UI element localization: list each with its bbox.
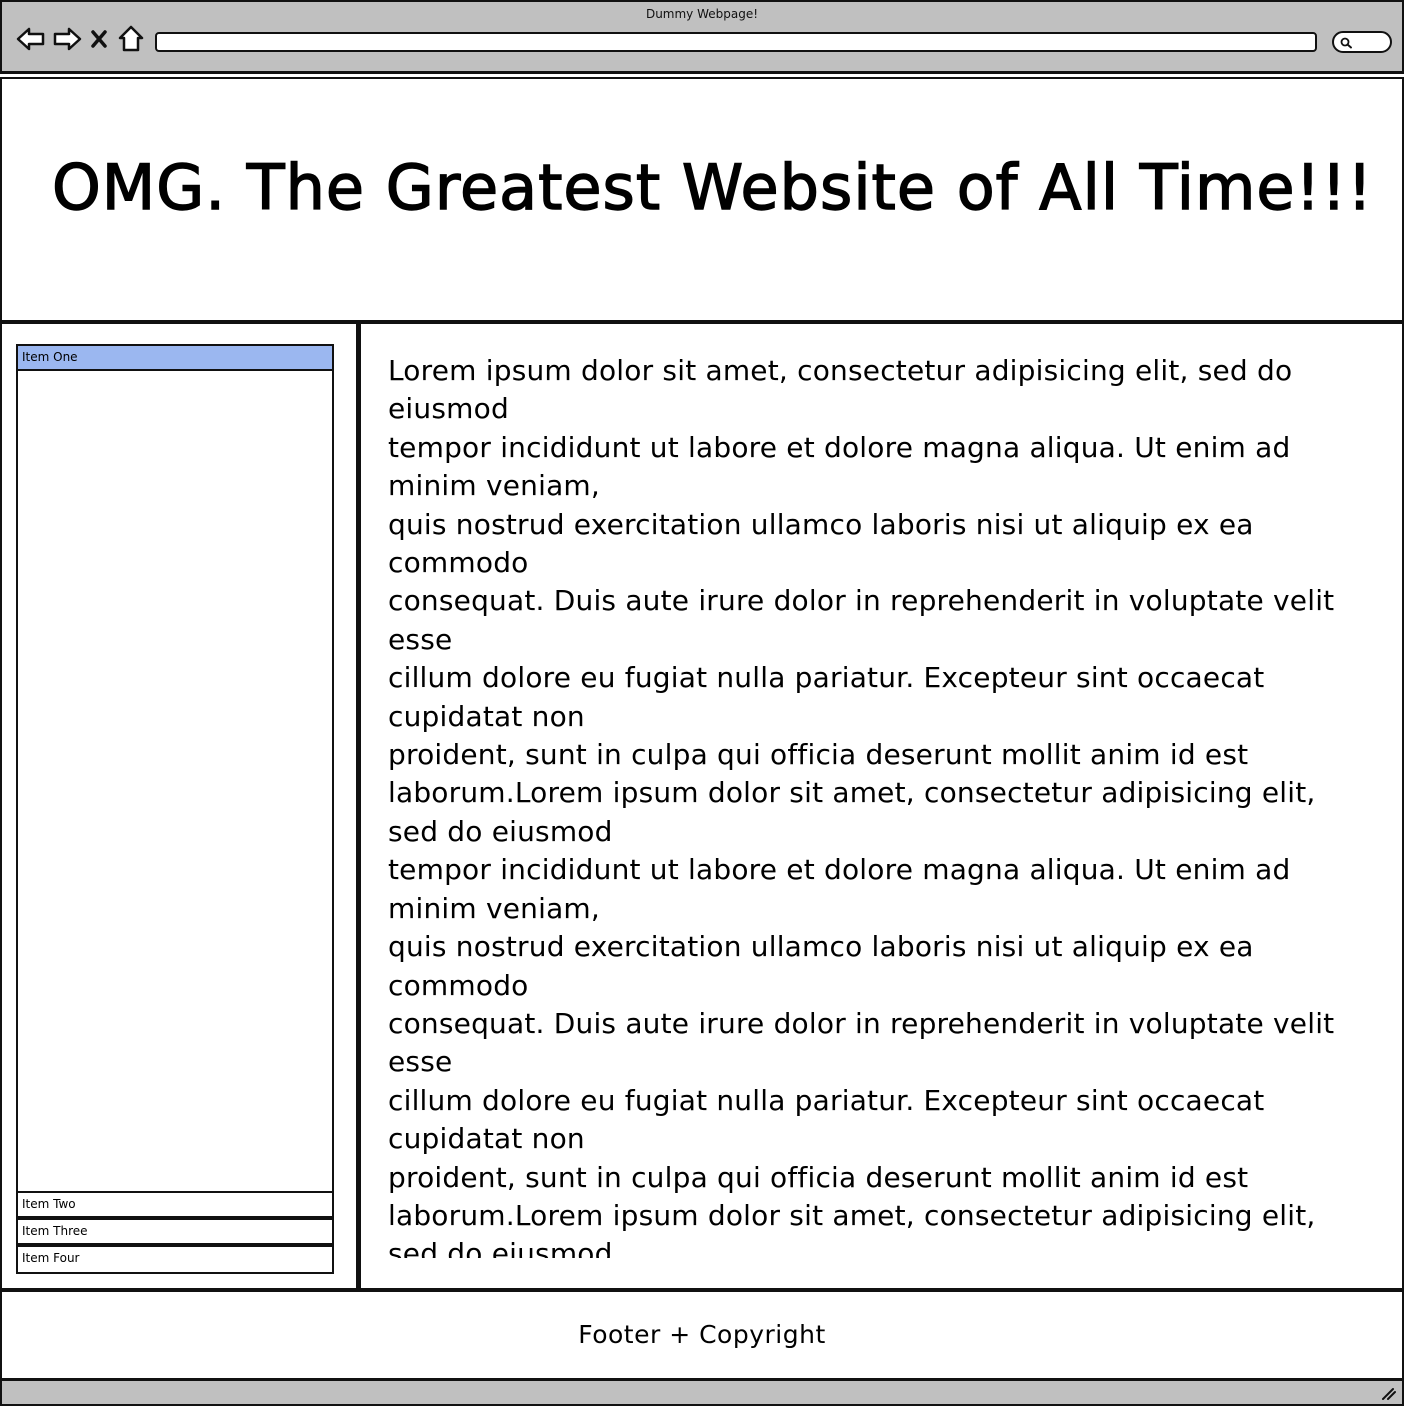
main-content: Lorem ipsum dolor sit amet, consectetur … bbox=[358, 322, 1404, 1290]
page-footer: Footer + Copyright bbox=[0, 1290, 1404, 1380]
close-icon bbox=[91, 30, 107, 48]
back-button[interactable] bbox=[16, 24, 46, 54]
body-text: Lorem ipsum dolor sit amet, consectetur … bbox=[388, 354, 1335, 1258]
sidebar-accordion: Item One Item Two Item Three Item Four bbox=[16, 344, 334, 1274]
footer-copyright: Footer + Copyright bbox=[578, 1320, 826, 1349]
sidebar-item-label: Item One bbox=[22, 350, 78, 364]
home-button[interactable] bbox=[116, 24, 146, 54]
forward-button[interactable] bbox=[52, 24, 82, 54]
sidebar-item-label: Item Four bbox=[22, 1251, 80, 1265]
sidebar-item-three[interactable]: Item Three bbox=[18, 1218, 332, 1245]
status-bar bbox=[0, 1378, 1404, 1406]
arrow-right-icon bbox=[53, 27, 82, 51]
sidebar-item-label: Item Two bbox=[22, 1197, 76, 1211]
stop-button[interactable] bbox=[88, 24, 110, 54]
page-title: OMG. The Greatest Website of All Time!!! bbox=[51, 151, 1374, 224]
window-title: Dummy Webpage! bbox=[645, 7, 759, 21]
search-field[interactable] bbox=[1332, 31, 1392, 53]
sidebar-item-two[interactable]: Item Two bbox=[18, 1191, 332, 1218]
browser-toolbar: Dummy Webpage! bbox=[0, 0, 1404, 74]
page-header: OMG. The Greatest Website of All Time!!! bbox=[0, 77, 1404, 322]
home-icon bbox=[118, 25, 144, 52]
sidebar: Item One Item Two Item Three Item Four bbox=[0, 322, 358, 1290]
sidebar-item-label: Item Three bbox=[22, 1224, 88, 1238]
sidebar-item-one[interactable]: Item One bbox=[18, 346, 332, 371]
search-icon bbox=[1340, 37, 1352, 49]
address-bar[interactable] bbox=[155, 32, 1317, 52]
resize-grip-icon[interactable] bbox=[1380, 1386, 1396, 1400]
sidebar-item-four[interactable]: Item Four bbox=[18, 1245, 332, 1272]
arrow-left-icon bbox=[16, 27, 45, 51]
